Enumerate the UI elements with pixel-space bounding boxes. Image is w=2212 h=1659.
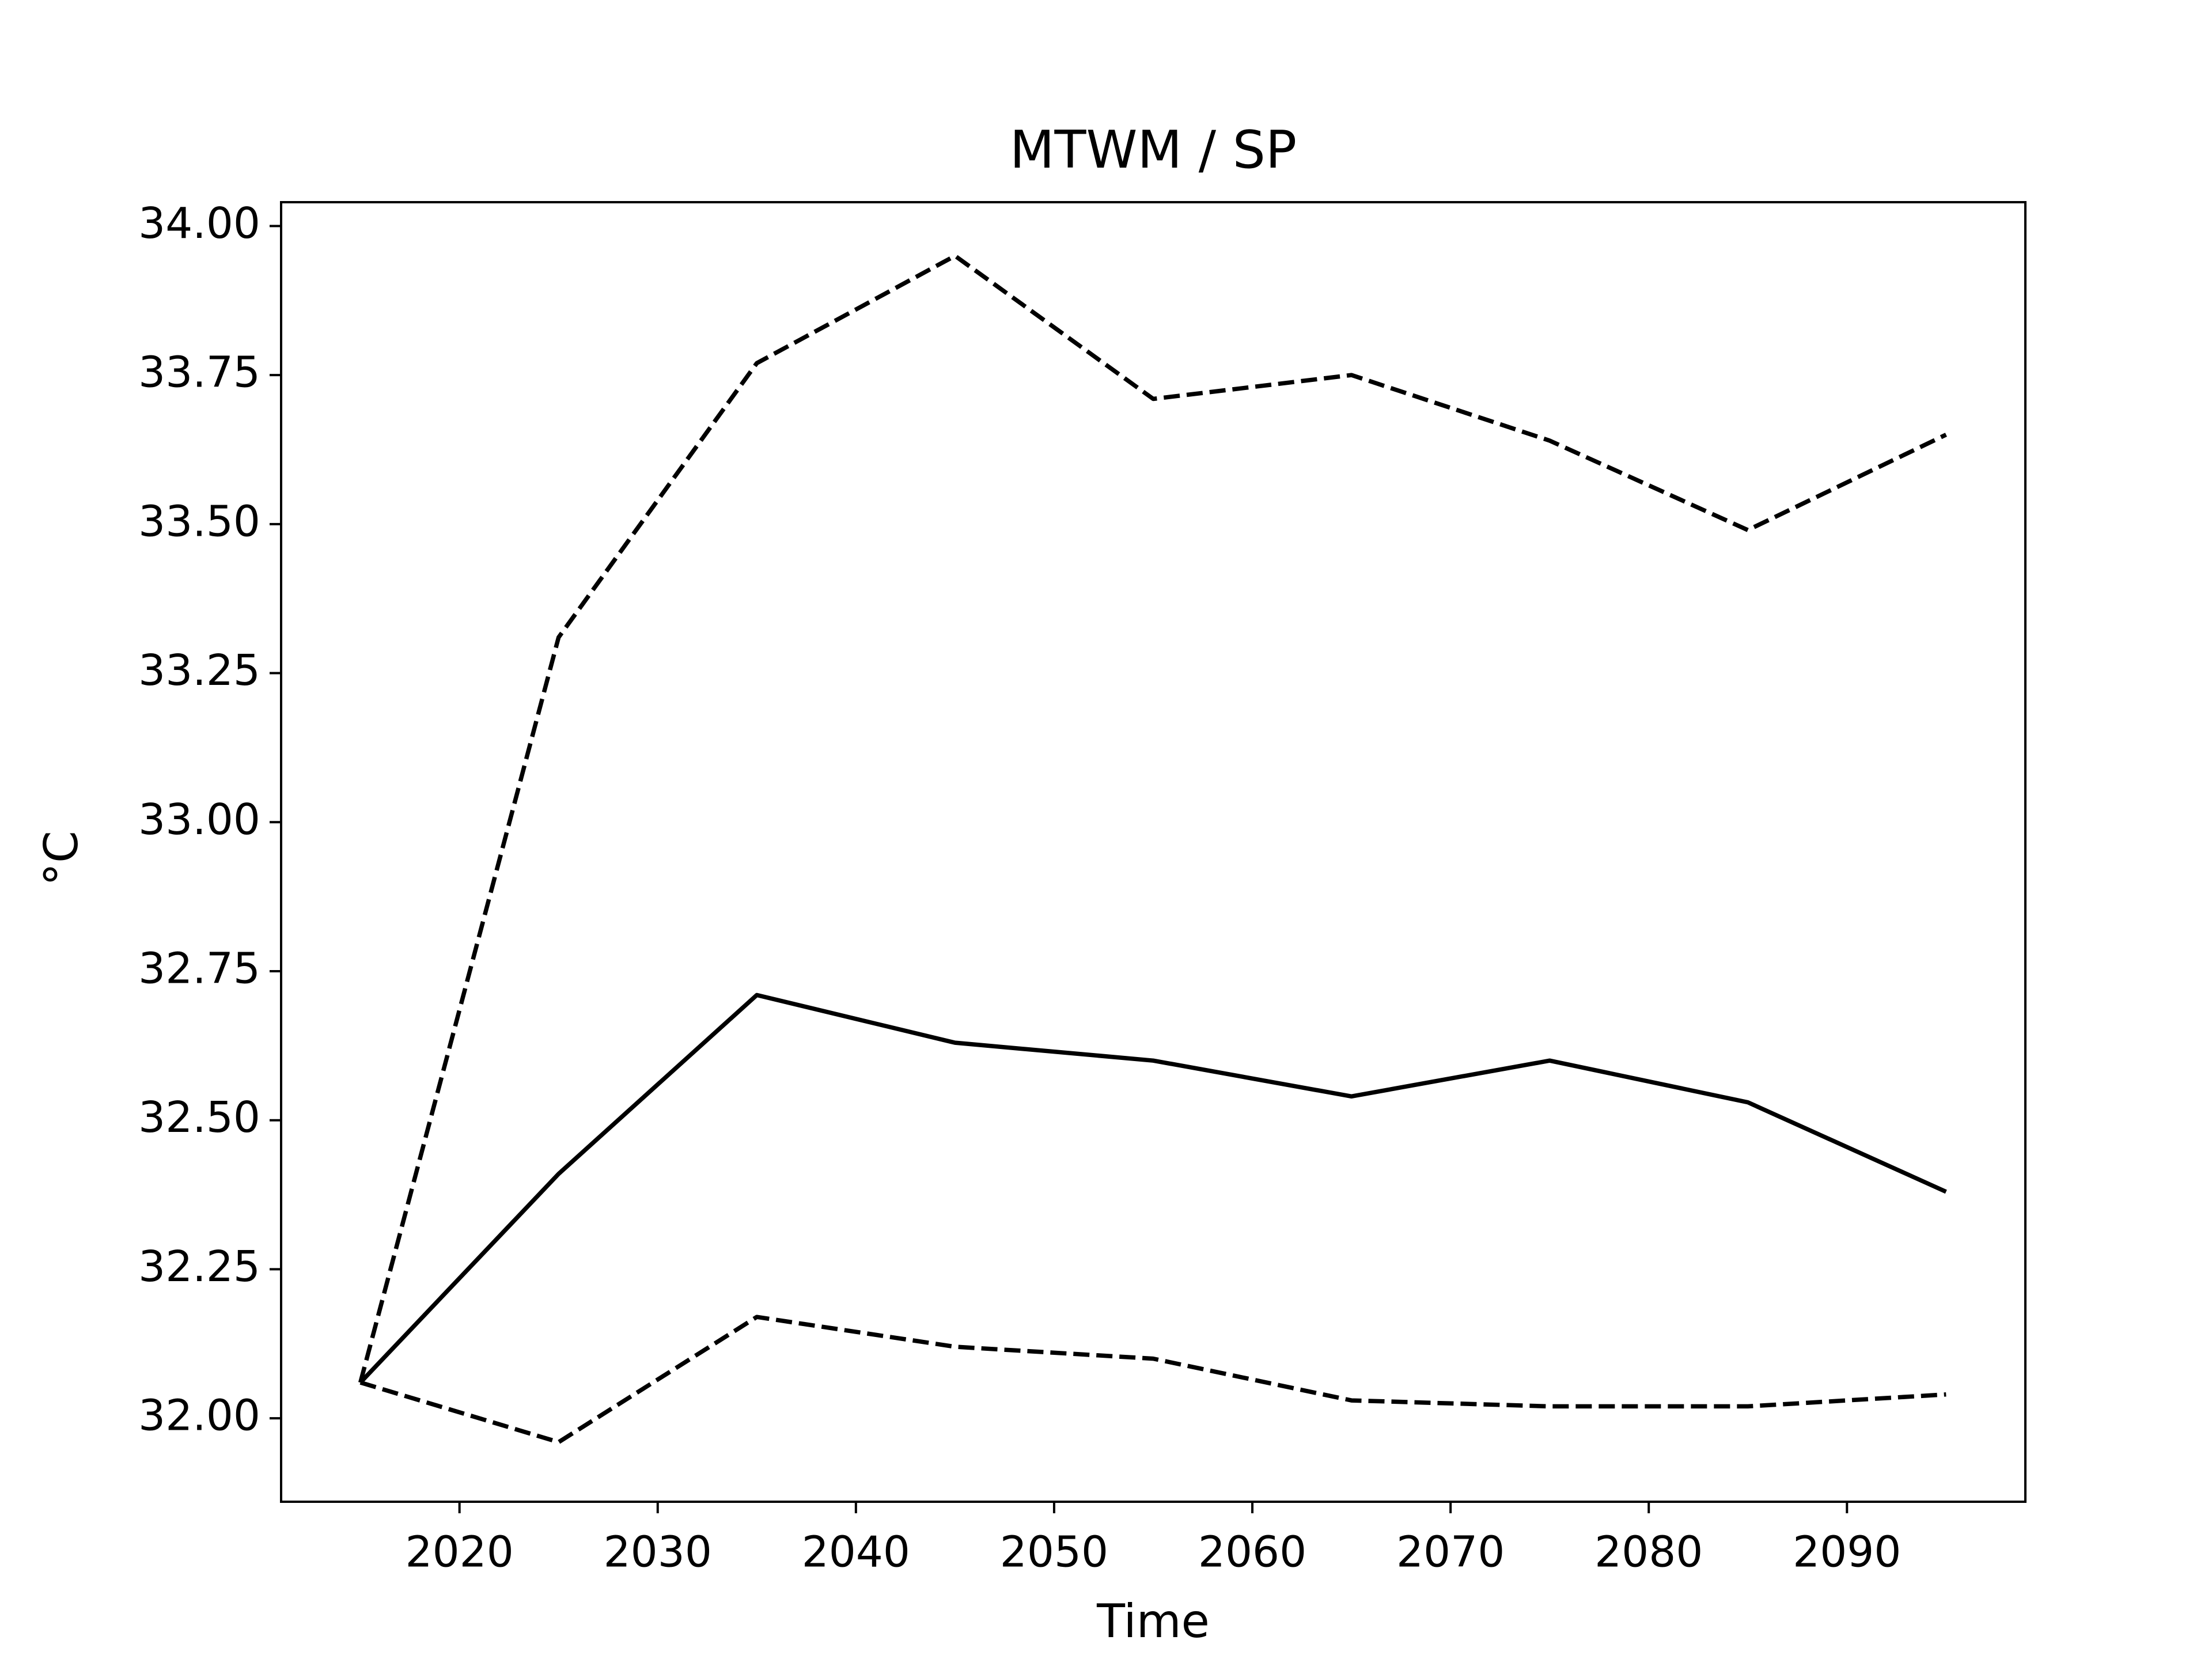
x-tick-label: 2040 [802, 1528, 910, 1577]
series-line [359, 1315, 1946, 1445]
chart-title: MTWM / SP [1010, 120, 1297, 180]
y-tick-label: 32.00 [138, 1391, 260, 1441]
series-line [358, 253, 1947, 1383]
x-tick-label: 2090 [1793, 1528, 1901, 1577]
x-tick-label: 2060 [1198, 1528, 1306, 1577]
x-tick-label: 2030 [604, 1528, 712, 1577]
y-tick-label: 32.50 [138, 1093, 260, 1142]
x-tick-label: 2070 [1396, 1528, 1505, 1577]
y-axis-label: °C [35, 831, 88, 886]
y-tick-label: 32.75 [138, 944, 260, 993]
y-tick-label: 33.50 [138, 497, 260, 546]
y-tick-label: 34.00 [138, 199, 260, 248]
series-line [358, 993, 1947, 1384]
y-tick-label: 33.75 [138, 348, 260, 397]
y-tick-label: 33.25 [138, 646, 260, 695]
y-tick-label: 33.00 [138, 795, 260, 844]
y-tick-label: 32.25 [138, 1242, 260, 1291]
x-axis-label: Time [1096, 1594, 1210, 1648]
x-tick-label: 2020 [406, 1528, 514, 1577]
plot-frame [280, 201, 2027, 1503]
x-tick-label: 2050 [1000, 1528, 1108, 1577]
x-tick-label: 2080 [1594, 1528, 1703, 1577]
